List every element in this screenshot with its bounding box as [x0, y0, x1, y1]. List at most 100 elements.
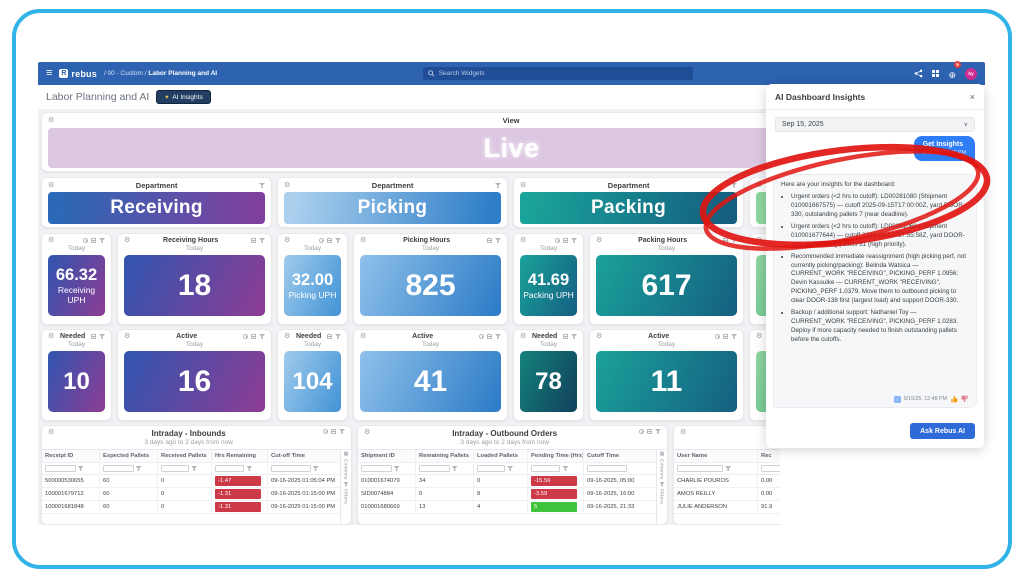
gear-icon[interactable]: ⚙ — [520, 182, 527, 189]
user-avatar[interactable]: by — [965, 67, 977, 80]
calendar-icon[interactable] — [647, 429, 652, 434]
thumbs-down-icon[interactable] — [961, 395, 969, 403]
gear-icon[interactable]: ⚙ — [596, 237, 603, 244]
gear-icon[interactable]: ⚙ — [48, 237, 55, 244]
search-input[interactable] — [438, 70, 688, 77]
filter-icon[interactable] — [191, 466, 198, 471]
metric-tile-receiving-uph[interactable]: 66.32 Receiving UPH — [48, 255, 105, 316]
gear-icon[interactable]: ⚙ — [520, 237, 527, 244]
notifications-icon[interactable]: ⊕ 5 — [948, 60, 961, 83]
filter-icon[interactable] — [246, 466, 253, 471]
filter-icon[interactable] — [99, 238, 105, 243]
clock-icon[interactable] — [555, 238, 560, 243]
clock-icon[interactable] — [83, 238, 88, 243]
filter-icon[interactable] — [393, 466, 400, 471]
clock-icon[interactable] — [715, 334, 720, 339]
calendar-icon[interactable] — [331, 429, 336, 434]
gear-icon[interactable]: ⚙ — [596, 333, 603, 340]
column-filter-input[interactable] — [215, 465, 245, 472]
gear-icon[interactable]: ⚙ — [756, 333, 763, 340]
calendar-icon[interactable] — [563, 238, 568, 243]
column-filter-input[interactable] — [271, 465, 311, 472]
column-header[interactable]: Rec — [761, 453, 772, 459]
search-widgets-box[interactable] — [423, 67, 693, 80]
thumbs-up-icon[interactable] — [950, 395, 958, 403]
column-filter-input[interactable] — [419, 465, 450, 472]
calendar-icon[interactable] — [251, 238, 256, 243]
column-filter-input[interactable] — [531, 465, 561, 472]
calendar-icon[interactable] — [487, 238, 492, 243]
column-filter-input[interactable] — [477, 465, 506, 472]
filter-icon[interactable] — [731, 183, 737, 188]
filter-icon[interactable] — [312, 466, 319, 471]
gear-icon[interactable]: ⚙ — [124, 237, 131, 244]
table-row[interactable]: 100001679712 60 0 -1.31 09-16-2025 01:15… — [42, 488, 340, 501]
filter-icon[interactable] — [655, 429, 661, 434]
gear-icon[interactable]: ⚙ — [364, 429, 371, 436]
table-row[interactable]: 100001681848 60 0 -1.31 09-16-2025 01:15… — [42, 501, 340, 514]
filter-icon[interactable] — [495, 334, 501, 339]
column-header[interactable]: Remaining Pallets — [416, 450, 474, 462]
column-header[interactable]: Received Pallets — [158, 450, 212, 462]
filter-icon[interactable] — [731, 238, 737, 243]
metric-tile-receiving-hours[interactable]: 18 — [124, 255, 265, 316]
table-row[interactable]: 010001680669 13 4 5 09-16-2025, 21:33 — [358, 501, 656, 514]
column-filter-input[interactable] — [677, 465, 724, 472]
filter-icon[interactable] — [99, 334, 105, 339]
filter-icon[interactable] — [259, 183, 265, 188]
calendar-icon[interactable] — [723, 334, 728, 339]
filter-icon[interactable] — [659, 481, 665, 487]
table-row[interactable]: CHARLIE POUROS 0.00 — [674, 475, 780, 488]
calendar-icon[interactable] — [327, 334, 332, 339]
column-header[interactable]: Expected Pallets — [100, 450, 158, 462]
filter-icon[interactable] — [495, 238, 501, 243]
apps-grid-icon[interactable] — [932, 70, 940, 77]
calendar-icon[interactable] — [563, 334, 568, 339]
column-header[interactable]: Shipment ID — [358, 450, 416, 462]
column-filter-input[interactable] — [587, 465, 627, 472]
table-row[interactable]: AMOS REILLY 0.00 — [674, 488, 780, 501]
filter-icon[interactable] — [571, 238, 577, 243]
filter-icon[interactable] — [343, 481, 349, 487]
department-tile-picking[interactable]: Picking — [284, 192, 501, 224]
calendar-icon[interactable] — [723, 238, 728, 243]
column-filter-input[interactable] — [361, 465, 392, 472]
filter-icon[interactable] — [495, 183, 501, 188]
column-header[interactable]: Receipt ID — [42, 450, 100, 462]
filter-icon[interactable] — [731, 334, 737, 339]
table-row[interactable]: 500000530655 60 0 -1.47 09-16-2025 01:05… — [42, 475, 340, 488]
breadcrumb[interactable]: / 00 - Custom / Labor Planning and AI — [103, 70, 218, 77]
gear-icon[interactable]: ⚙ — [360, 237, 367, 244]
table-row[interactable]: 010001674079 34 0 -15.56 09-16-2025, 05:… — [358, 475, 656, 488]
gear-icon[interactable]: ⚙ — [284, 182, 291, 189]
hamburger-menu-icon[interactable]: ≡ — [46, 67, 53, 79]
filter-icon[interactable] — [77, 466, 84, 471]
columns-icon[interactable]: ▦ — [343, 451, 349, 457]
column-filter-input[interactable] — [45, 465, 76, 472]
gear-icon[interactable]: ⚙ — [360, 333, 367, 340]
clock-icon[interactable] — [323, 429, 328, 434]
column-filter-input[interactable] — [761, 465, 780, 472]
calendar-icon[interactable] — [91, 238, 96, 243]
metric-tile-packing-uph[interactable]: 41.69 Packing UPH — [520, 255, 577, 316]
columns-icon[interactable]: ▦ — [659, 451, 665, 457]
clock-icon[interactable] — [479, 334, 484, 339]
columns-rail-label[interactable]: Columns — [343, 459, 349, 480]
filter-icon[interactable] — [571, 334, 577, 339]
gear-icon[interactable]: ⚙ — [48, 117, 55, 124]
column-header[interactable]: Pending Time (Hrs) — [528, 450, 584, 462]
department-tile-partial[interactable]: Packing — [520, 192, 737, 224]
clock-icon[interactable] — [639, 429, 644, 434]
gear-icon[interactable]: ⚙ — [520, 333, 527, 340]
clock-icon[interactable] — [319, 238, 324, 243]
column-header[interactable]: User Name — [674, 450, 758, 462]
filter-icon[interactable] — [562, 466, 569, 471]
gear-icon[interactable]: ⚙ — [48, 429, 55, 436]
gear-icon[interactable]: ⚙ — [756, 237, 763, 244]
column-header[interactable]: Hrs Remaining — [212, 450, 268, 462]
filter-icon[interactable] — [339, 429, 345, 434]
clock-icon[interactable] — [243, 334, 248, 339]
table-row[interactable]: JULIE ANDERSON 91.9 — [674, 501, 780, 514]
metric-tile-picking-uph[interactable]: 32.00 Picking UPH — [284, 255, 341, 316]
ai-insights-button[interactable]: ✦ AI Insights — [156, 90, 211, 104]
